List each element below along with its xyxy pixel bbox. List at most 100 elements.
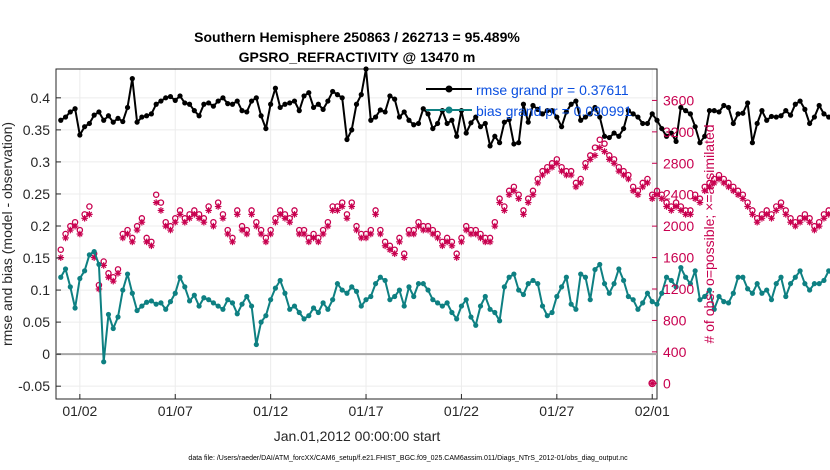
rmse-point-22 (163, 95, 169, 101)
bias-point-125 (654, 301, 660, 307)
rmse-point-127 (663, 133, 670, 139)
bias-point-156 (802, 281, 808, 287)
rmse-point-25 (177, 93, 183, 99)
y-left-tick-label-2: 0.05 (23, 314, 50, 330)
assimilated-stroke-3 (525, 199, 531, 206)
bias-point-72 (401, 303, 407, 309)
rmse-point-85 (463, 130, 469, 136)
bias-point-70 (392, 293, 398, 300)
assimilated-stroke-3 (678, 207, 684, 214)
rmse-point-20 (153, 101, 159, 107)
assimilated-point-57 (329, 207, 336, 214)
assimilated-stroke-3 (244, 231, 250, 237)
bias-line (59, 250, 830, 363)
rmse-point-26 (182, 100, 188, 106)
rmse-point-74 (411, 122, 417, 128)
assimilated-point-140 (725, 183, 732, 191)
rmse-point-34 (220, 95, 226, 101)
bias-point-145 (749, 290, 755, 296)
assimilated-point-142 (734, 191, 742, 199)
obs-count-series (57, 136, 830, 388)
assimilated-stroke-3 (339, 203, 345, 210)
assimilated-point-101 (539, 171, 546, 179)
plot-frame (55, 68, 658, 400)
assimilated-point-34 (219, 214, 227, 222)
possible-point-114 (601, 140, 608, 147)
rmse-point-42 (258, 113, 264, 119)
y-right-tick-label-0: 0 (663, 375, 671, 391)
bias-point-98 (525, 281, 531, 287)
bias-point-150 (773, 281, 779, 287)
rmse-point-6 (86, 120, 92, 127)
assimilated-point-103 (548, 163, 556, 171)
assimilated-stroke-3 (158, 207, 164, 214)
bias-point-136 (706, 287, 713, 293)
assimilated-point-21 (157, 207, 165, 214)
x-axis: 01/02 01/07 01/12 01/17 01/22 01/27 02/01 (62, 394, 670, 419)
assimilated-stroke-3 (477, 235, 484, 241)
assimilated-point-64 (362, 234, 370, 242)
bias-point-58 (334, 281, 341, 287)
bias-point-122 (640, 300, 646, 306)
assimilated-point-51 (300, 230, 308, 238)
assimilated-stroke-3 (630, 188, 636, 194)
bias-point-99 (530, 277, 536, 284)
rmse-point-5 (82, 124, 88, 130)
assimilated-point-63 (357, 234, 365, 242)
assimilated-point-76 (419, 226, 427, 234)
assimilated-point-52 (305, 238, 313, 246)
assimilated-stroke-3 (444, 239, 450, 245)
rmse-point-31 (206, 100, 212, 106)
bias-point-121 (635, 306, 641, 312)
assimilated-stroke-3 (234, 211, 240, 218)
assimilated-stroke-3 (248, 211, 255, 218)
assimilated-point-148 (763, 211, 771, 218)
assimilated-point-137 (710, 179, 718, 187)
assimilated-stroke-3 (368, 231, 374, 237)
rmse-point-115 (606, 134, 612, 141)
assimilated-stroke-3 (759, 215, 765, 222)
rmse-point-68 (382, 109, 388, 115)
assimilated-stroke-3 (415, 223, 422, 229)
legend-rmse-marker (445, 85, 453, 93)
y-left-tick-label-1: 0 (42, 346, 50, 362)
bias-point-91 (492, 309, 498, 316)
rmse-point-91 (492, 133, 498, 139)
bias-point-81 (444, 300, 450, 306)
bias-point-34 (220, 306, 226, 312)
assimilated-stroke-3 (749, 211, 756, 218)
y-right-tick-label-6: 2400 (663, 187, 694, 203)
bias-point-20 (153, 301, 159, 307)
assimilated-stroke-3 (549, 164, 555, 170)
assimilated-point-84 (458, 238, 465, 246)
assimilated-stroke-3 (659, 195, 665, 202)
assimilated-point-25 (176, 211, 184, 218)
assimilated-stroke-3 (716, 176, 722, 182)
assimilated-stroke-3 (787, 219, 794, 225)
rmse-point-15 (129, 76, 135, 82)
rmse-point-78 (430, 125, 436, 132)
x-axis-label: Jan.01,2012 00:00:00 start (274, 428, 441, 444)
rmse-point-70 (392, 96, 398, 102)
assimilated-stroke-3 (177, 211, 183, 218)
assimilated-point-143 (739, 195, 747, 202)
assimilated-point-65 (367, 230, 375, 238)
assimilated-stroke-3 (296, 231, 302, 237)
assimilated-stroke-3 (120, 235, 126, 241)
rmse-point-30 (201, 101, 207, 107)
bias-point-90 (487, 306, 493, 312)
rmse-point-35 (225, 101, 231, 107)
rmse-point-94 (506, 117, 512, 123)
assimilated-stroke-3 (735, 191, 741, 198)
assimilated-stroke-3 (191, 211, 198, 218)
rmse-point-122 (640, 120, 646, 127)
assimilated-stroke-3 (411, 231, 417, 237)
assimilated-stroke-3 (463, 227, 469, 233)
bias-point-69 (387, 297, 393, 303)
assimilated-stroke-3 (377, 231, 384, 237)
bias-point-112 (592, 266, 598, 273)
assimilated-stroke-3 (635, 191, 641, 198)
bias-point-59 (339, 287, 345, 293)
bias-point-133 (692, 268, 698, 274)
assimilated-stroke-3 (806, 219, 813, 225)
